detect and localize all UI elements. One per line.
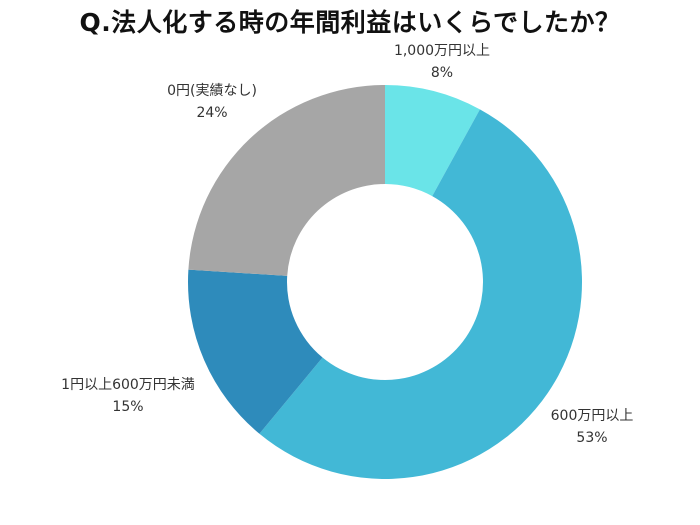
label-1yen-to-6m: 1円以上600万円未満 15% — [61, 374, 195, 418]
label-over-10m: 1,000万円以上 8% — [394, 40, 490, 84]
donut-slice-0 — [385, 85, 480, 197]
label-1yen-to-6m-name: 1円以上600万円未満 — [61, 377, 195, 393]
donut-slice-2 — [188, 269, 323, 434]
label-over-10m-name: 1,000万円以上 — [393, 43, 491, 59]
donut-slice-1 — [259, 109, 582, 479]
donut-slice-3 — [188, 85, 385, 276]
label-over-6m-pct: 53% — [576, 430, 608, 446]
donut-slices — [188, 85, 582, 479]
label-zero: 0円(実績なし) 24% — [167, 80, 257, 124]
chart-title: Q.法人化する時の年間利益はいくらでしたか？ — [79, 8, 621, 37]
label-zero-pct: 24% — [196, 105, 228, 121]
label-zero-name: 0円(実績なし) — [167, 83, 257, 99]
label-1yen-to-6m-pct: 15% — [112, 399, 144, 415]
label-over-10m-pct: 8% — [430, 65, 454, 81]
label-over-6m: 600万円以上 53% — [551, 405, 634, 449]
label-over-6m-name: 600万円以上 — [550, 408, 634, 424]
